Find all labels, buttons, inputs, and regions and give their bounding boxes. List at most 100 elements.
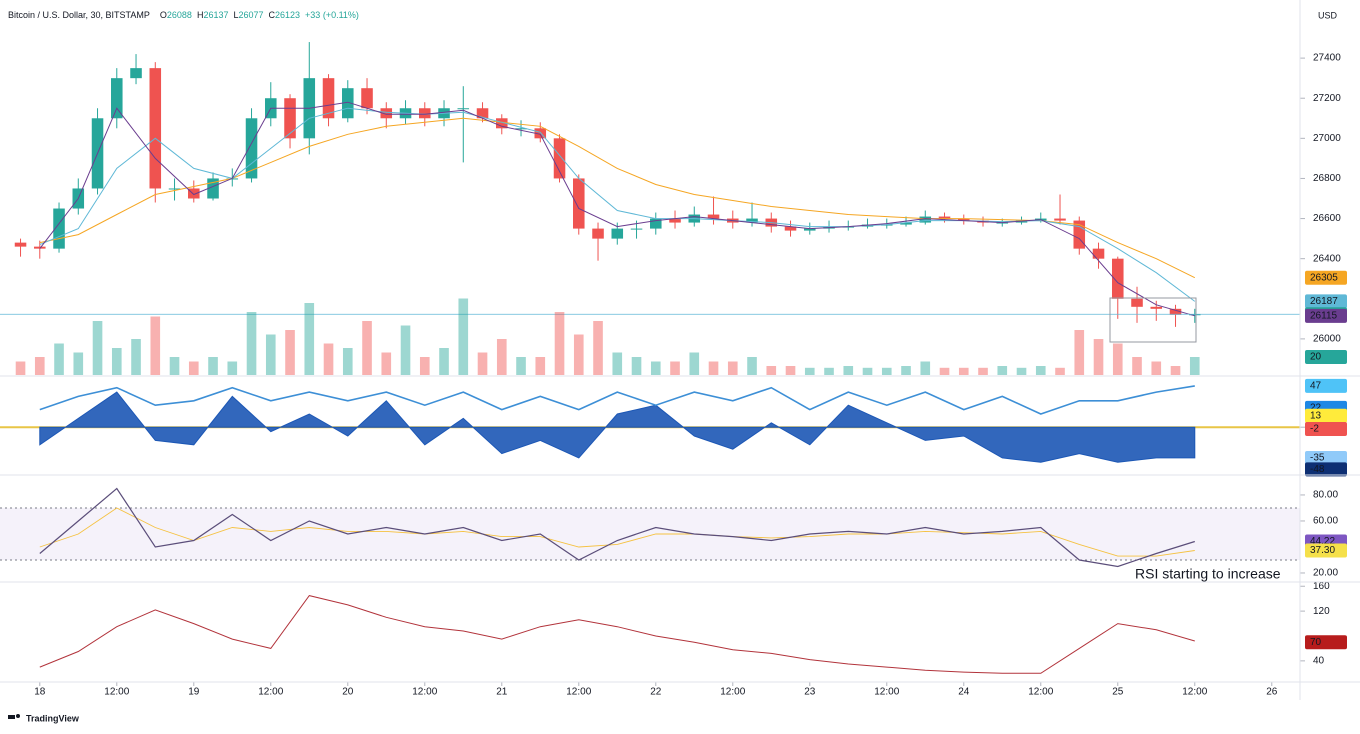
volume-bar [246, 312, 257, 375]
y-tick-label: 26600 [1313, 213, 1341, 224]
candle-body [784, 226, 797, 231]
volume-bar [285, 330, 295, 375]
volume-bar [1132, 357, 1142, 375]
candle-body [1073, 220, 1086, 249]
candle-body [650, 218, 662, 229]
candle-body [130, 68, 142, 79]
y-tick-label: 20.00 [1313, 568, 1338, 579]
price-label: 70 [1310, 637, 1322, 648]
volume-bar [1055, 367, 1065, 375]
volume-bar [824, 367, 834, 375]
ohlc-value: 26088 [167, 10, 192, 20]
volume-bar [458, 298, 469, 375]
volume-bar [516, 357, 526, 375]
volume-bar [1074, 330, 1085, 375]
volume-bar [15, 361, 26, 375]
volume-bar [708, 361, 719, 375]
price-label-box [1305, 450, 1347, 465]
candle-body [900, 222, 912, 225]
currency: USD [1318, 10, 1338, 20]
y-tick-label: 80.00 [1313, 490, 1338, 501]
volume-bar [496, 339, 507, 375]
volume-bar [573, 334, 584, 375]
x-tick-label: 22 [650, 687, 662, 698]
price-label-box [1305, 308, 1347, 323]
candle-body [669, 218, 681, 223]
candle-body [746, 218, 758, 223]
x-tick-label: 24 [958, 687, 970, 698]
price-label: 13 [1310, 410, 1322, 421]
candle-body [938, 216, 951, 219]
volume-bar [477, 352, 488, 375]
volume-bar [612, 352, 623, 375]
ohlc-value: 26077 [238, 10, 263, 20]
candle-body [245, 118, 258, 179]
volume-bar [73, 352, 84, 375]
candle-body [707, 214, 720, 219]
oscillator-line [39, 385, 1195, 415]
price-label: 22 [1310, 403, 1322, 414]
volume-bar [843, 366, 854, 375]
candle-body [630, 228, 643, 230]
candle-body [1131, 298, 1143, 307]
candle-body [1188, 314, 1201, 316]
volume-bar [265, 334, 276, 375]
volume-bar [323, 343, 334, 375]
candle-body [476, 108, 489, 119]
x-tick-label: 12:00 [1028, 687, 1053, 698]
volume-bar [901, 366, 911, 375]
price-label-box [1305, 378, 1347, 393]
panes: 18 12:00 19 12:00 20 12:00 21 12:00 22 12:00 23 12:… [0, 42, 1347, 698]
volume-bar [54, 343, 64, 375]
price-label: 26187 [1310, 296, 1338, 307]
x-tick-label: 12:00 [720, 687, 745, 698]
price-label: 44.22 [1310, 536, 1335, 547]
volume-bar [881, 367, 892, 375]
candle-body [534, 128, 547, 139]
candle-body [457, 108, 470, 110]
candle-body [515, 128, 527, 130]
oscillator-area [39, 391, 1196, 463]
volume-bar [978, 367, 988, 375]
candle-body [322, 78, 335, 119]
x-tick-label: 12:00 [412, 687, 437, 698]
volume-bar [150, 316, 161, 375]
ohlc-key: O [160, 10, 167, 20]
volume-bar [1093, 339, 1104, 375]
moving-average [39, 101, 1195, 317]
x-tick-label: 12:00 [874, 687, 899, 698]
candle-body [1169, 308, 1182, 315]
selection-box [1109, 297, 1197, 343]
price-label-box [1305, 635, 1347, 650]
candle-body [803, 228, 816, 231]
y-tick-label: 40 [1313, 655, 1325, 666]
y-tick-label: 27400 [1313, 53, 1341, 64]
candle-body [342, 88, 354, 119]
x-tick-label: 23 [804, 687, 816, 698]
price-label: 26305 [1310, 272, 1338, 283]
volume-bar [381, 352, 392, 375]
volume-bar [862, 367, 873, 375]
price-label-box [1305, 270, 1347, 285]
price-label-box [1305, 294, 1347, 309]
ohlc-key: C [269, 10, 276, 20]
candle-body [14, 242, 27, 247]
x-tick-label: 12:00 [1182, 687, 1207, 698]
x-tick-label: 12:00 [104, 687, 129, 698]
volume-bar [958, 367, 969, 375]
volume-bar [747, 357, 757, 375]
ohlc-key: H [197, 10, 204, 20]
x-tick-label: 20 [342, 687, 354, 698]
y-tick-label: 27000 [1313, 133, 1341, 144]
x-tick-label: 19 [188, 687, 200, 698]
candle-body [1092, 248, 1105, 259]
y-tick-label: 26800 [1313, 173, 1341, 184]
indicator-line [39, 595, 1195, 674]
x-tick-label: 21 [496, 687, 508, 698]
volume-bar [997, 366, 1008, 375]
brand-logo: TradingView [8, 713, 80, 723]
volume-bar [34, 357, 45, 375]
y-tick-label: 60.00 [1313, 516, 1338, 527]
rsi-line [39, 507, 1195, 557]
candle-body [284, 98, 296, 139]
